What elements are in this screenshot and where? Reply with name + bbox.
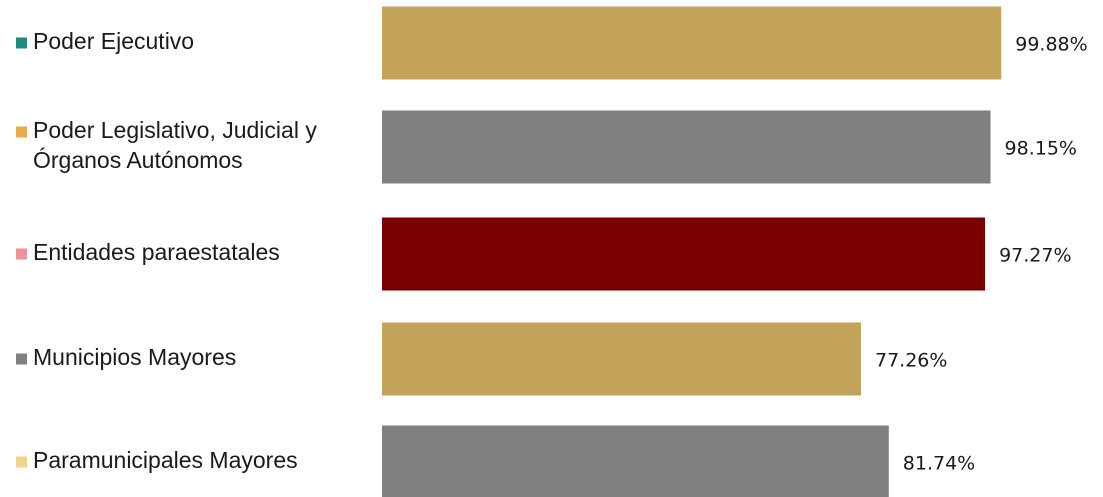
category-label-line: Órganos Autónomos <box>33 147 243 173</box>
category-label-line: Poder Ejecutivo <box>33 28 194 54</box>
value-label: 97.27% <box>999 245 1071 267</box>
category-label-line: Poder Legislativo, Judicial y <box>33 117 317 143</box>
value-label: 77.26% <box>875 350 947 372</box>
bar <box>382 217 986 291</box>
category-label: Entidades paraestatales <box>33 239 280 265</box>
value-label: 99.88% <box>1015 34 1087 56</box>
category-label: Paramunicipales Mayores <box>33 447 298 473</box>
category-label-line: Entidades paraestatales <box>33 239 280 265</box>
legend-marker <box>16 248 27 260</box>
category-label-line: Paramunicipales Mayores <box>33 447 298 473</box>
bar <box>382 6 1002 80</box>
legend-marker <box>16 353 27 365</box>
bar <box>382 322 862 396</box>
bar <box>382 425 889 497</box>
value-label: 98.15% <box>1005 138 1077 160</box>
category-label: Poder Ejecutivo <box>33 28 194 54</box>
category-label: Poder Legislativo, Judicial y Órganos Aut… <box>33 117 317 173</box>
category-label: Municipios Mayores <box>33 344 236 370</box>
value-label: 81.74% <box>903 453 975 475</box>
bar <box>382 110 991 184</box>
legend-marker <box>16 126 27 138</box>
category-label-line: Municipios Mayores <box>33 344 236 370</box>
legend-marker <box>16 456 27 468</box>
legend-marker <box>16 37 27 49</box>
